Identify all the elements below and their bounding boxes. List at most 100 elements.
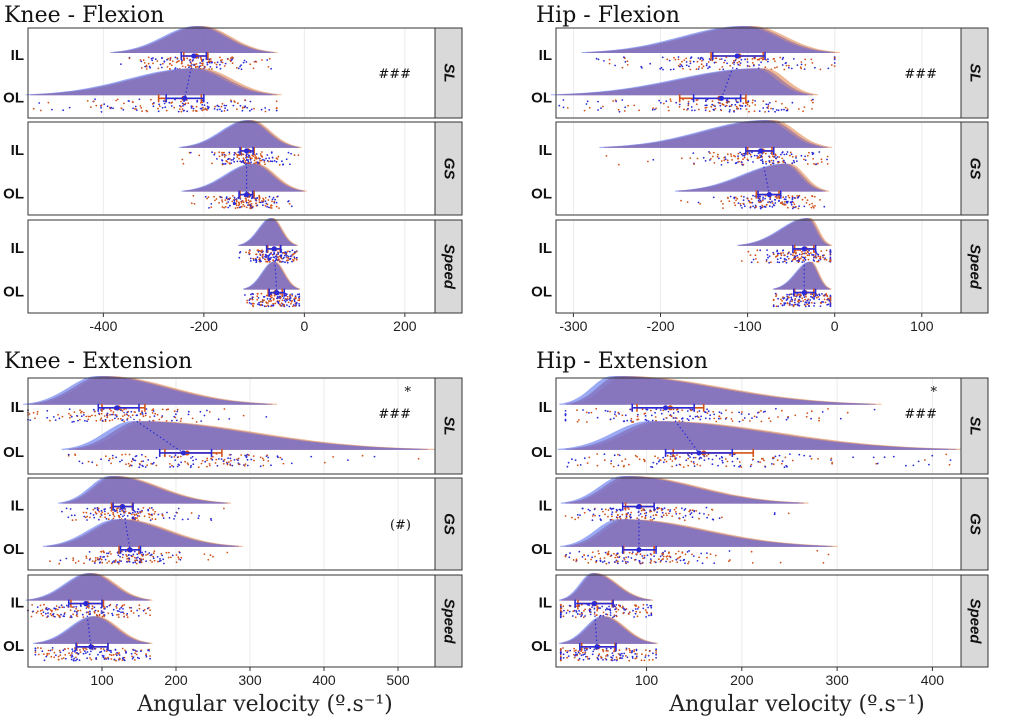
data-point — [295, 297, 297, 299]
data-point — [152, 408, 155, 411]
data-point — [134, 556, 136, 559]
data-point — [190, 66, 193, 68]
data-point — [209, 66, 212, 68]
data-point — [613, 552, 615, 555]
data-point — [144, 414, 147, 417]
data-point — [169, 463, 171, 465]
data-point — [231, 464, 234, 467]
data-point — [793, 161, 796, 164]
data-point — [617, 411, 620, 414]
data-point — [152, 419, 155, 422]
data-point — [149, 655, 152, 657]
data-point — [128, 557, 131, 560]
data-point — [651, 658, 654, 661]
data-point — [633, 649, 636, 651]
data-point — [179, 420, 182, 422]
data-point — [783, 302, 786, 305]
data-point — [139, 650, 142, 653]
data-point — [711, 100, 714, 102]
data-point — [238, 256, 241, 259]
mean-connector — [665, 407, 700, 454]
data-point — [148, 507, 151, 509]
data-point — [725, 458, 727, 460]
data-point — [649, 604, 652, 607]
row-il — [737, 218, 833, 264]
data-point — [275, 255, 277, 258]
data-point — [166, 511, 168, 514]
data-point — [206, 459, 209, 462]
data-point — [50, 655, 53, 658]
data-point — [741, 207, 743, 209]
data-point — [171, 101, 174, 104]
data-point — [659, 67, 662, 70]
data-point — [107, 518, 110, 521]
data-point — [689, 456, 691, 458]
data-point — [99, 555, 102, 558]
data-point — [59, 654, 62, 657]
data-point — [37, 647, 39, 649]
data-point — [261, 304, 264, 307]
data-point — [39, 604, 42, 607]
data-point — [733, 61, 736, 64]
data-point — [159, 559, 162, 562]
data-point — [276, 455, 279, 458]
data-point — [287, 200, 290, 202]
data-point — [706, 556, 708, 559]
data-point — [267, 66, 270, 68]
data-point — [628, 515, 631, 518]
data-point — [768, 255, 771, 258]
data-point — [249, 260, 252, 262]
data-point — [218, 151, 221, 154]
data-point — [152, 509, 155, 511]
data-point — [135, 109, 138, 111]
data-point — [216, 158, 218, 160]
data-point — [268, 195, 271, 198]
data-point — [681, 551, 684, 554]
data-point — [283, 256, 285, 259]
data-point — [240, 454, 243, 456]
data-point — [784, 203, 787, 206]
data-point — [132, 561, 135, 564]
data-point — [713, 417, 716, 420]
data-point — [141, 413, 144, 415]
data-point — [86, 657, 88, 660]
data-point — [204, 195, 207, 198]
data-point — [739, 64, 741, 66]
data-point — [776, 258, 779, 261]
data-point — [264, 197, 267, 199]
data-point — [136, 656, 139, 659]
data-point — [813, 162, 815, 165]
data-point — [270, 204, 273, 207]
data-point — [64, 654, 67, 656]
data-point — [619, 605, 621, 608]
row-label-il: IL — [11, 498, 24, 515]
facet-strip — [960, 219, 989, 314]
data-point — [108, 106, 111, 109]
data-point — [149, 66, 152, 69]
data-point — [654, 416, 657, 418]
data-point — [810, 99, 813, 102]
data-point — [706, 516, 708, 519]
data-point — [651, 519, 654, 521]
data-point — [126, 612, 129, 615]
data-point — [802, 252, 804, 255]
data-point — [603, 560, 606, 562]
data-point — [810, 252, 812, 254]
data-point — [86, 507, 89, 510]
data-point — [596, 609, 598, 612]
data-point — [666, 558, 669, 560]
data-point — [643, 459, 646, 462]
data-point — [782, 196, 785, 199]
data-point — [215, 458, 218, 461]
row-label-il: IL — [11, 595, 24, 612]
row-ol — [550, 68, 819, 113]
data-point — [585, 103, 588, 105]
data-point — [259, 254, 262, 256]
data-point — [106, 605, 108, 608]
data-point — [68, 106, 71, 109]
data-point — [283, 299, 286, 302]
data-point — [582, 653, 585, 656]
facet-strip — [960, 574, 989, 668]
data-point — [141, 551, 144, 554]
data-point — [814, 66, 816, 69]
